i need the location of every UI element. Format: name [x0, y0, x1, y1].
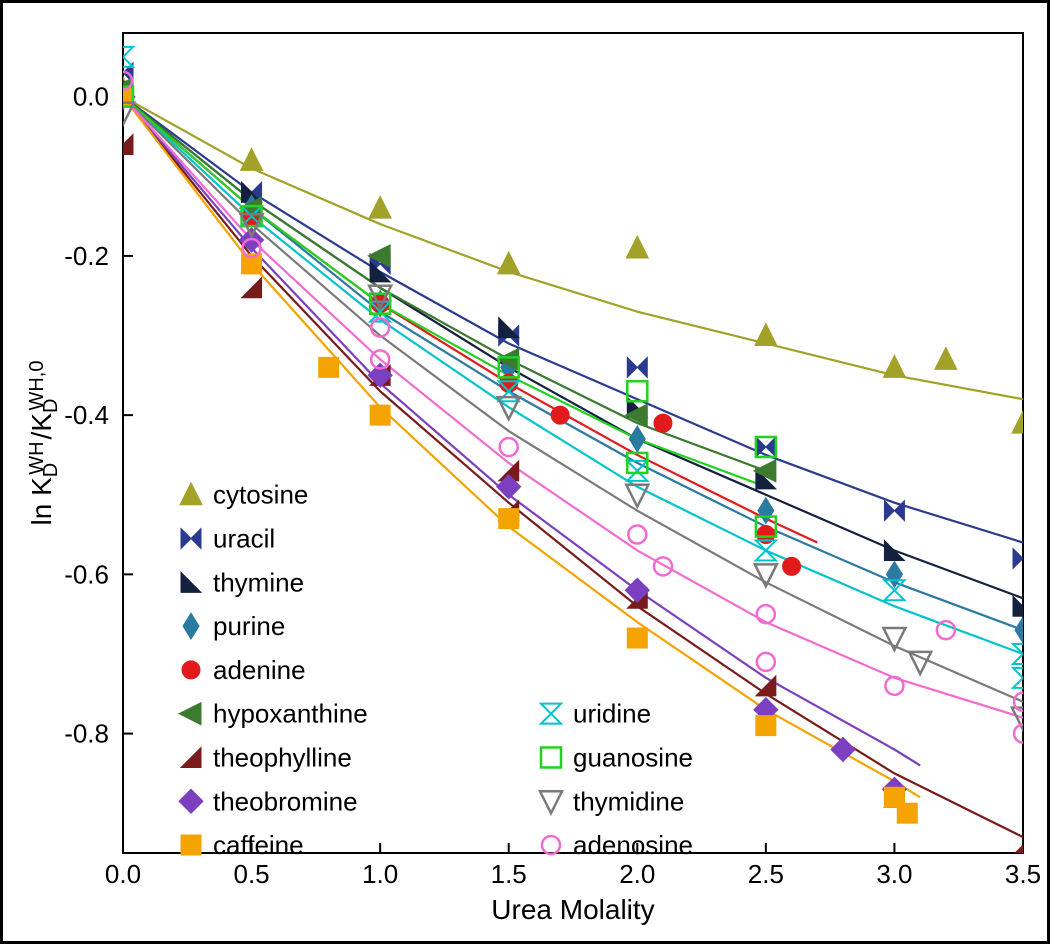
- y-tick-label: -0.2: [64, 241, 109, 271]
- legend-marker-adenine: [182, 661, 200, 679]
- legend-label-uracil: uracil: [213, 524, 275, 554]
- x-tick-label: 3.5: [1005, 859, 1041, 889]
- legend-label-theophylline: theophylline: [213, 742, 352, 772]
- legend-label-cytosine: cytosine: [213, 480, 308, 510]
- series-point-caffeine: [319, 357, 339, 377]
- x-tick-label: 1.0: [362, 859, 398, 889]
- x-tick-label: 2.0: [619, 859, 655, 889]
- y-tick-label: -0.4: [64, 400, 109, 430]
- x-tick-label: 2.5: [748, 859, 784, 889]
- x-tick-label: 0.5: [233, 859, 269, 889]
- x-tick-label: 1.5: [491, 859, 527, 889]
- legend-label-theobromine: theobromine: [213, 786, 358, 816]
- y-tick-label: 0.0: [73, 82, 109, 112]
- series-point-caffeine: [756, 716, 776, 736]
- legend-marker-caffeine: [181, 835, 201, 855]
- legend-label-caffeine: caffeine: [213, 830, 304, 860]
- legend-label-adenosine: adenosine: [573, 830, 693, 860]
- legend-label-hypoxanthine: hypoxanthine: [213, 699, 368, 729]
- legend-label-guanosine: guanosine: [573, 742, 693, 772]
- series-point-adenine: [783, 557, 801, 575]
- scatter-chart: 0.0 0.5 1.0 1.5 2.0 2.5 3.0 3.5 0.0 -0.2 -0.4 -0.6 -…: [3, 3, 1050, 947]
- legend-label-adenine: adenine: [213, 655, 306, 685]
- legend-label-uridine: uridine: [573, 699, 651, 729]
- y-tick-label: -0.6: [64, 559, 109, 589]
- series-point-caffeine: [370, 405, 390, 425]
- series-point-caffeine: [499, 509, 519, 529]
- series-point-caffeine: [627, 628, 647, 648]
- series-point-caffeine: [897, 803, 917, 823]
- legend-label-thymidine: thymidine: [573, 786, 684, 816]
- x-tick-label: 3.0: [876, 859, 912, 889]
- series-point-adenine: [654, 414, 672, 432]
- legend-label-thymine: thymine: [213, 567, 304, 597]
- x-axis-label: Urea Molality: [491, 894, 654, 925]
- y-tick-label: -0.8: [64, 719, 109, 749]
- chart-frame: 0.0 0.5 1.0 1.5 2.0 2.5 3.0 3.5 0.0 -0.2 -0.4 -0.6 -…: [0, 0, 1050, 944]
- legend-label-purine: purine: [213, 611, 285, 641]
- series-point-adenine: [551, 406, 569, 424]
- y-axis-label: ln KDWH/KDWH,0: [26, 361, 62, 526]
- x-tick-label: 0.0: [105, 859, 141, 889]
